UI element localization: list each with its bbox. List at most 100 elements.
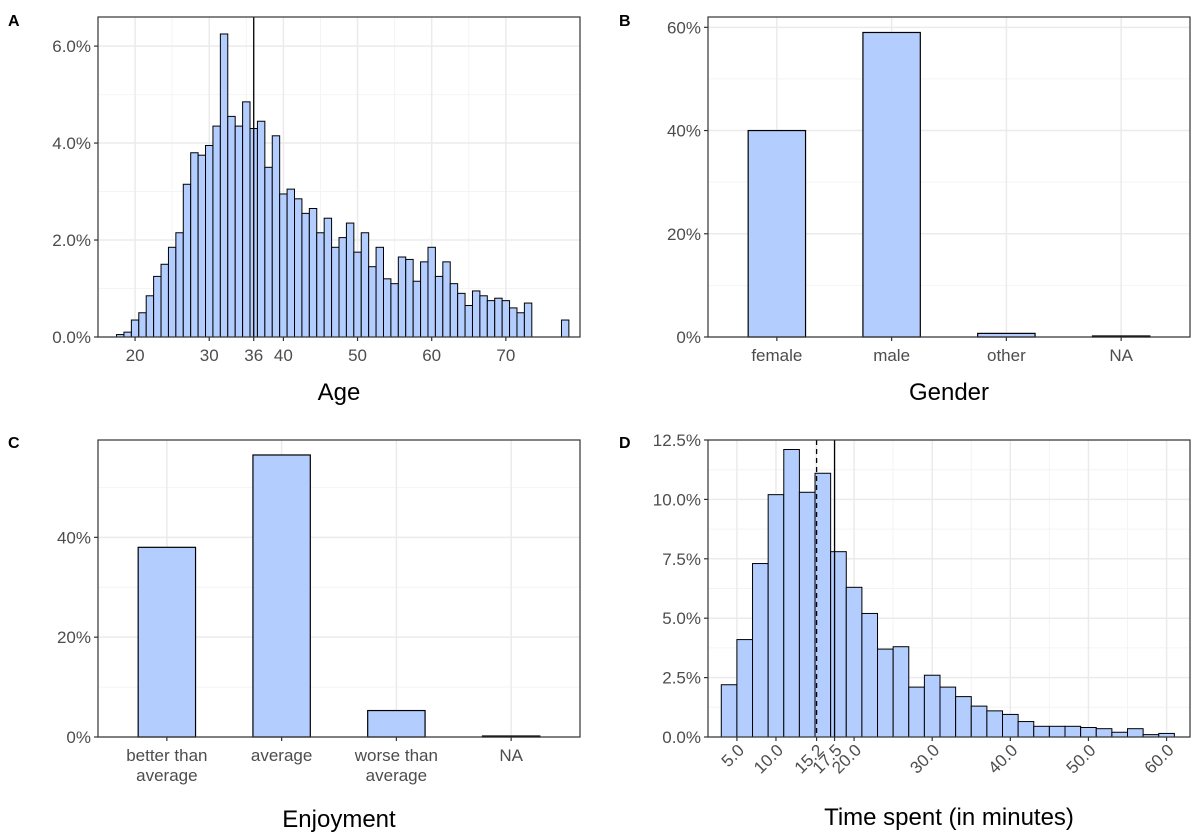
panel-b-xtick-label: other: [987, 346, 1026, 365]
panel-d-ytick-label: 5.0%: [662, 609, 701, 628]
panel-label-a: A: [8, 13, 20, 30]
panel-c-x-axis-title: Enjoyment: [282, 806, 396, 833]
panel-b-x-axis-title: Gender: [909, 379, 989, 406]
panel-d-xtick-label: 5.0: [718, 741, 748, 771]
panel-a-bar: [256, 120, 266, 338]
panel-a-ytick-label: 6.0%: [52, 37, 91, 56]
panel-a-bar: [382, 278, 392, 338]
panel-a-bar: [227, 115, 236, 338]
panel-b-gender: B 0% 20% 40% 60% female male other NA Gender: [619, 13, 1191, 406]
panel-d-bar: [830, 551, 847, 738]
panel-a-bar: [167, 246, 177, 338]
panel-c-bar: [252, 454, 311, 738]
panel-b-bar: [862, 31, 921, 338]
panel-d-time-spent: D 0.0%2.5%5.0%7.5%10.0%12.5%5.0 10.0 15.21…: [619, 431, 1191, 831]
panel-a-bar: [509, 307, 518, 338]
panel-a-ytick-label: 4.0%: [52, 134, 91, 153]
panel-d-bar: [986, 710, 1004, 738]
panel-b-ytick-label: 60%: [667, 18, 701, 37]
panel-c-border: [97, 439, 581, 738]
panel-d-xtick-label: 40.0: [985, 741, 1022, 778]
panel-d-bar: [736, 639, 754, 738]
panel-b-xtick-label: NA: [1109, 346, 1133, 365]
panel-a-bar: [360, 232, 370, 338]
panel-d-bar: [861, 612, 879, 738]
panel-a-bar: [353, 251, 362, 338]
panel-c-enjoyment: C 0% 20% 40% better than average average worse…: [8, 435, 581, 833]
panel-d-ytick-label: 7.5%: [662, 550, 701, 569]
panel-d-x-axis-title: Time spent (in minutes): [824, 804, 1074, 831]
panel-a-bar: [560, 319, 570, 338]
panel-a-bar: [279, 193, 288, 338]
panel-a-bar: [308, 208, 318, 338]
panel-label-c: C: [8, 435, 20, 452]
panel-a-bar: [405, 258, 414, 338]
panel-d-ytick-label: 0.0%: [662, 728, 701, 747]
panel-d-bar: [1033, 725, 1050, 738]
panel-a-bar: [375, 246, 384, 338]
panel-a-bar: [494, 297, 503, 338]
panel-d-bar: [970, 705, 988, 738]
panel-a-bar: [316, 232, 325, 338]
panel-a-bar: [412, 280, 422, 338]
panel-a-xtick-label: 60: [422, 346, 441, 365]
panel-a-xtick-label: 70: [496, 346, 515, 365]
panel-a-bar: [190, 152, 199, 338]
panel-a-bar: [442, 261, 451, 338]
panel-a-xtick-label: 20: [126, 346, 145, 365]
panel-a-bar: [145, 295, 155, 338]
panel-a-xtick-label: 36: [244, 346, 263, 365]
panel-d-ytick-label: 10.0%: [653, 490, 701, 509]
panel-c-ytick-label: 0%: [66, 728, 91, 747]
panel-a-bar: [182, 183, 192, 338]
panel-d-bar: [845, 586, 863, 738]
panel-c-ytick-label: 40%: [57, 528, 91, 547]
panel-d-bar: [955, 696, 972, 738]
panel-a-x-axis-title: Age: [318, 379, 361, 406]
panel-a-bar: [205, 144, 214, 338]
panel-d-bar: [1080, 726, 1097, 738]
panel-a-ytick-label: 2.0%: [52, 231, 91, 250]
panel-a-bar: [175, 232, 184, 338]
panel-c-xtick-label: worse than average: [354, 746, 438, 785]
panel-a-bar: [197, 154, 207, 338]
panel-a-age: A 0.0% 2.0% 4.0% 6.0% 20 30 36 40 50 60 70 Age: [8, 13, 581, 406]
panel-a-bar: [130, 319, 140, 338]
panel-b-xtick-label: male: [873, 346, 910, 365]
panel-b-bar: [747, 129, 807, 338]
panel-d-bar: [892, 646, 910, 738]
panel-a-bar: [449, 283, 459, 338]
panel-c-xtick-label: average: [251, 746, 312, 765]
panel-a-bar: [457, 292, 466, 338]
panel-a-bar: [501, 300, 511, 338]
panel-d-xtick-label: 60.0: [1141, 741, 1178, 778]
panel-a-bar: [234, 125, 244, 338]
panel-a-xtick-label: 40: [274, 346, 293, 365]
panel-a-bar: [397, 256, 407, 338]
panel-c-xtick-label: better than average: [126, 746, 207, 785]
panel-a-bar: [264, 166, 273, 338]
panel-d-bar: [1111, 731, 1129, 738]
panel-a-bar: [486, 300, 496, 338]
panel-d-border: [707, 439, 1191, 738]
panel-d-xtick-label: 30.0: [906, 741, 943, 778]
panel-a-bar: [464, 304, 473, 338]
panel-a-bar: [368, 266, 377, 338]
panel-d-bar: [720, 684, 738, 738]
panel-d-bar: [1017, 721, 1035, 738]
panel-a-bar: [123, 331, 132, 338]
panel-a-bar: [160, 263, 169, 338]
panel-label-d: D: [619, 435, 631, 452]
panel-d-ytick-label: 2.5%: [662, 669, 701, 688]
panel-c-xtick-label: NA: [499, 746, 523, 765]
panel-a-bar: [420, 261, 429, 338]
panel-d-ytick-label: 12.5%: [653, 431, 701, 450]
panel-a-bar: [516, 312, 525, 338]
panel-a-xtick-label: 50: [348, 346, 367, 365]
panel-d-bar: [1064, 725, 1082, 738]
panel-a-bar: [138, 312, 147, 338]
panel-a-border: [97, 16, 581, 338]
panel-a-bar: [331, 246, 340, 338]
panel-a-bar: [434, 275, 444, 338]
